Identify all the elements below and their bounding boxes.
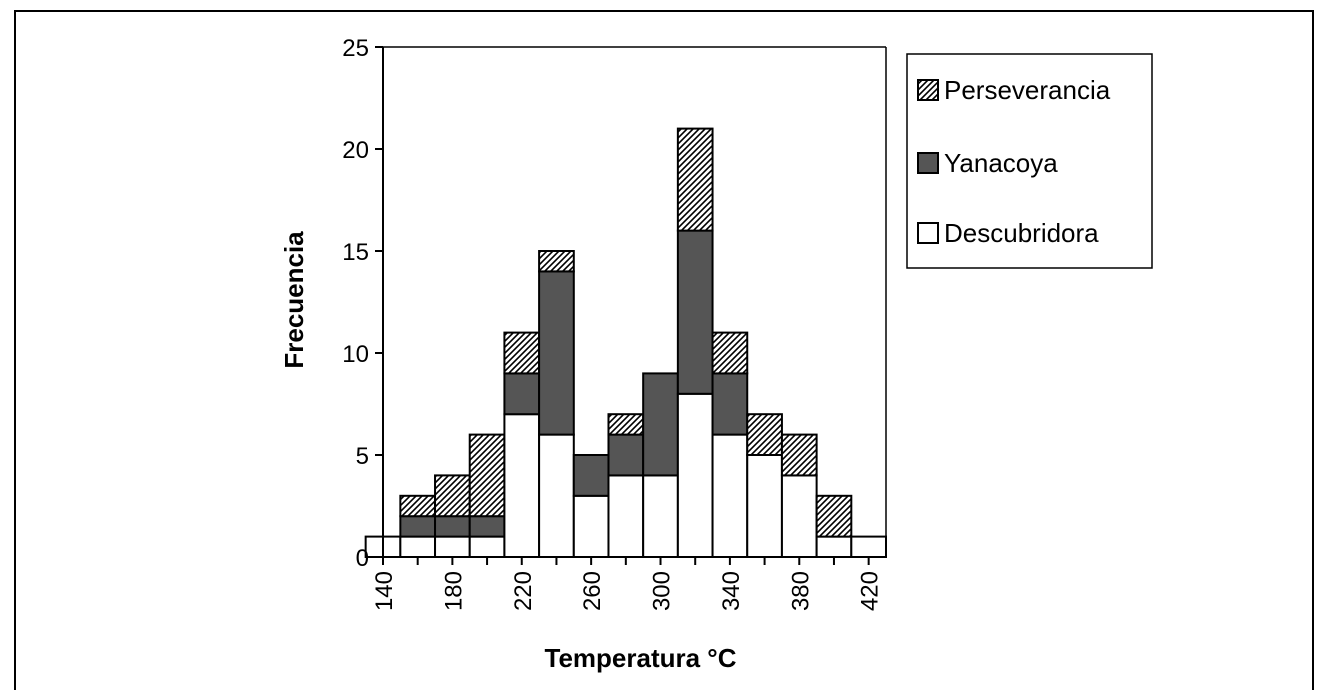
x-axis: 140 180 220 260 300 340 380 420 (371, 557, 884, 611)
x-tick-label: 220 (510, 571, 537, 611)
bar-perseverancia-360 (746, 413, 783, 457)
legend-box (906, 53, 1153, 269)
x-tick-label: 300 (649, 571, 676, 611)
x-tick-label: 180 (440, 571, 467, 611)
y-tick-label: 5 (356, 443, 369, 470)
y-axis: 0 5 10 15 20 25 (342, 35, 383, 572)
bar-descubridora-300 (642, 474, 679, 558)
bar-descubridora-320 (676, 392, 714, 558)
bar-perseverancia-240 (538, 250, 575, 273)
bar-descubridora-200 (468, 535, 506, 558)
x-tick-label: 260 (579, 571, 606, 611)
bar-perseverancia-400 (815, 494, 853, 538)
bar-perseverancia-200 (468, 433, 506, 518)
bar-yanacoya-160 (399, 515, 437, 538)
legend-swatch-yanacoya (917, 152, 939, 174)
bar-yanacoya-320 (676, 229, 714, 395)
bar-yanacoya-180 (434, 515, 471, 538)
legend-label-yanacoya: Yanacoya (944, 148, 1058, 178)
y-tick-label: 25 (342, 35, 369, 62)
figure-frame (14, 10, 1314, 690)
legend: Perseverancia Yanacoya Descubridora (906, 53, 1153, 269)
legend-label-perseverancia: Perseverancia (944, 75, 1111, 105)
bar-perseverancia-220 (503, 331, 541, 375)
bar-yanacoya-240 (538, 270, 575, 436)
bar-descubridora-360 (746, 454, 783, 558)
x-tick-label: 380 (787, 571, 814, 611)
bar-perseverancia-160 (399, 494, 437, 518)
x-tick-label: 340 (718, 571, 745, 611)
bar-descubridora-160 (399, 535, 437, 558)
bar-perseverancia-380 (780, 433, 818, 477)
bar-descubridora-280 (607, 474, 645, 558)
bar-yanacoya-340 (711, 372, 749, 436)
legend-swatch-descubridora (917, 222, 939, 244)
x-axis-title: Temperatura °C (545, 643, 737, 673)
bar-yanacoya-260 (572, 454, 610, 497)
bar-descubridora-180 (434, 535, 471, 558)
y-tick-label: 20 (342, 137, 369, 164)
legend-swatch-perseverancia (917, 79, 939, 101)
x-tick-label: 420 (857, 571, 884, 611)
bar-yanacoya-220 (503, 372, 541, 416)
bars-group (364, 127, 888, 559)
bar-perseverancia-320 (676, 127, 714, 232)
y-tick-label: 10 (342, 341, 369, 368)
legend-label-descubridora: Descubridora (944, 218, 1099, 248)
y-tick-label: 0 (356, 545, 369, 572)
y-tick-label: 15 (342, 239, 369, 266)
y-axis-title: Frecuencia (279, 231, 309, 369)
bar-descubridora-260 (572, 494, 610, 558)
bar-yanacoya-200 (468, 515, 506, 538)
bar-descubridora-240 (538, 433, 575, 559)
bar-perseverancia-280 (607, 413, 645, 436)
plot-area (382, 46, 887, 558)
bar-descubridora-340 (711, 433, 749, 559)
bar-descubridora-420 (850, 535, 888, 558)
bar-descubridora-220 (503, 413, 541, 559)
x-tick-label: 140 (371, 571, 398, 611)
bar-perseverancia-340 (711, 331, 749, 375)
bar-yanacoya-280 (607, 433, 645, 477)
bar-yanacoya-300 (642, 372, 679, 477)
bar-perseverancia-180 (434, 474, 471, 518)
bar-descubridora-380 (780, 474, 818, 558)
bar-descubridora-400 (815, 535, 853, 558)
